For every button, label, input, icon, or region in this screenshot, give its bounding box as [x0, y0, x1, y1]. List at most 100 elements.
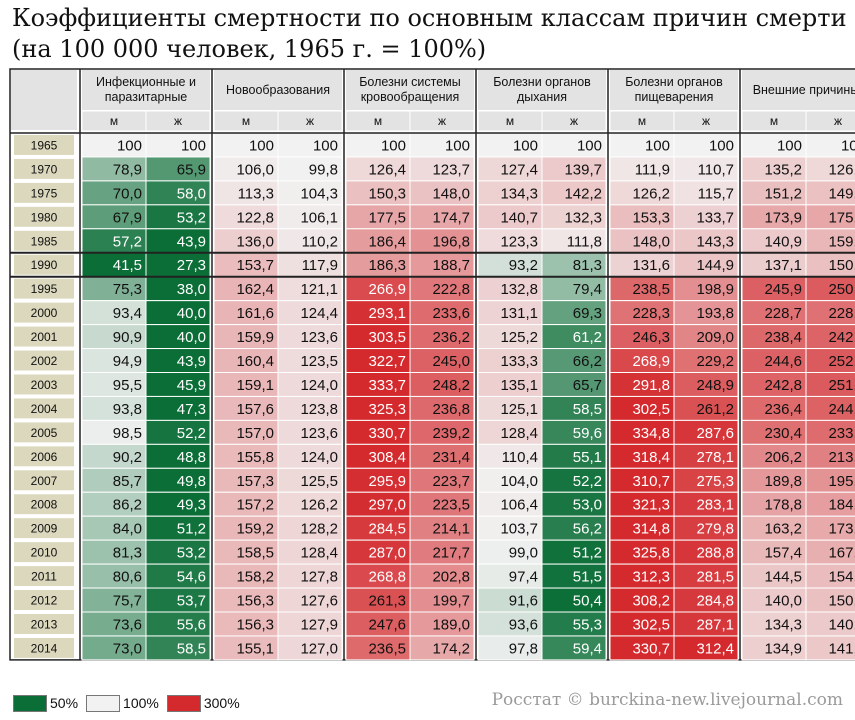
value-label: 322,7 [368, 353, 406, 370]
value-label: 70,0 [113, 185, 142, 202]
group-header-line: Болезни органов [493, 75, 591, 89]
value-label: 67,9 [113, 209, 142, 226]
value-label: 66,2 [573, 353, 602, 370]
value-label: 229,2 [696, 353, 734, 370]
value-label: 321,3 [632, 497, 670, 514]
value-label: 173,9 [764, 209, 802, 226]
value-label: 126,4 [368, 161, 406, 178]
value-label: 268,9 [632, 353, 670, 370]
group-header-line: пищеварения [635, 90, 714, 104]
value-label: 110,7 [698, 161, 734, 178]
year-label: 2000 [31, 306, 58, 320]
value-label: 75,7 [113, 593, 142, 610]
group-header-label: Болезни органов дыхания [493, 75, 591, 104]
subheader-label: ж [570, 114, 578, 128]
value-label: 97,4 [509, 569, 538, 586]
value-label: 228,9 [828, 305, 855, 322]
header-corner [11, 70, 77, 130]
value-label: 167,4 [828, 545, 855, 562]
value-label: 49,8 [177, 473, 206, 490]
value-label: 150,3 [368, 185, 406, 202]
subheader-label: ж [438, 114, 446, 128]
year-cell [14, 637, 74, 658]
value-label: 188,7 [432, 257, 470, 274]
value-label: 55,6 [177, 616, 206, 633]
value-label: 90,2 [113, 449, 142, 466]
value-label: 295,9 [368, 473, 406, 490]
value-label: 236,4 [764, 401, 802, 418]
value-label: 43,9 [177, 353, 206, 370]
value-cell [673, 635, 739, 661]
year-cell [14, 302, 74, 323]
group-header-line: Инфекционные и [96, 75, 196, 89]
group-header-label: Болезни органов пищеварения [625, 75, 723, 104]
value-label: 223,7 [432, 473, 470, 490]
group-header-cell [610, 70, 738, 110]
value-label: 81,3 [113, 545, 142, 562]
value-label: 27,3 [177, 257, 206, 274]
value-label: 125,2 [500, 329, 538, 346]
group-header-cell [742, 70, 855, 110]
year-cell [14, 230, 74, 251]
group-header-line: Новообразования [226, 83, 330, 97]
value-label: 98,5 [113, 425, 142, 442]
group-header-line: Болезни системы [359, 75, 461, 89]
value-label: 161,6 [236, 305, 274, 322]
value-label: 106,4 [500, 497, 538, 514]
value-label: 134,3 [500, 185, 538, 202]
year-label: 2004 [31, 402, 58, 416]
value-label: 65,9 [177, 161, 206, 178]
year-label: 1985 [31, 234, 58, 248]
value-label: 137,1 [764, 257, 802, 274]
value-label: 186,3 [368, 257, 406, 274]
value-label: 125,1 [500, 401, 538, 418]
value-label: 61,2 [573, 329, 602, 346]
value-label: 104,3 [300, 185, 338, 202]
year-cell [14, 326, 74, 347]
value-label: 100 [381, 137, 406, 154]
chart-title-line-1: Коэффициенты смертности по основным клас… [12, 4, 847, 32]
value-label: 157,6 [236, 401, 274, 418]
value-label: 55,1 [573, 449, 602, 466]
value-label: 124,0 [300, 449, 338, 466]
value-label: 150,1 [828, 593, 855, 610]
value-label: 247,6 [368, 616, 406, 633]
value-label: 248,2 [432, 377, 470, 394]
value-label: 139,7 [564, 161, 602, 178]
value-label: 209,0 [696, 329, 734, 346]
value-label: 244,6 [764, 353, 802, 370]
group-header-line: дыхания [517, 90, 567, 104]
value-label: 52,2 [177, 425, 206, 442]
value-label: 189,8 [764, 473, 802, 490]
year-cell [14, 374, 74, 395]
year-cell [14, 398, 74, 419]
value-label: 110,4 [502, 449, 538, 466]
year-label: 1990 [31, 258, 58, 272]
value-label: 131,6 [632, 257, 670, 274]
year-cell [14, 590, 74, 610]
value-label: 135,2 [764, 161, 802, 178]
year-cell [14, 422, 74, 443]
year-label: 1995 [31, 282, 58, 296]
value-label: 123,3 [500, 233, 538, 250]
value-label: 40,0 [177, 329, 206, 346]
value-label: 131,1 [500, 305, 538, 322]
value-label: 231,4 [432, 449, 470, 466]
value-label: 144,9 [696, 257, 734, 274]
value-label: 162,4 [236, 281, 274, 298]
value-label: 123,7 [432, 161, 470, 178]
chart-title-line-2: (на 100 000 человек, 1965 г. = 100%) [12, 35, 487, 63]
year-cell [14, 158, 74, 179]
year-cell [14, 278, 74, 299]
value-label: 100 [645, 137, 670, 154]
value-label: 160,4 [236, 353, 274, 370]
value-label: 132,3 [564, 209, 602, 226]
value-label: 236,2 [432, 329, 470, 346]
value-label: 281,5 [696, 569, 734, 586]
value-label: 245,9 [764, 281, 802, 298]
value-label: 127,4 [500, 161, 538, 178]
value-label: 268,8 [368, 569, 406, 586]
value-label: 135,1 [500, 377, 538, 394]
value-label: 48,8 [177, 449, 206, 466]
group-header-label: Новообразования [226, 83, 330, 97]
